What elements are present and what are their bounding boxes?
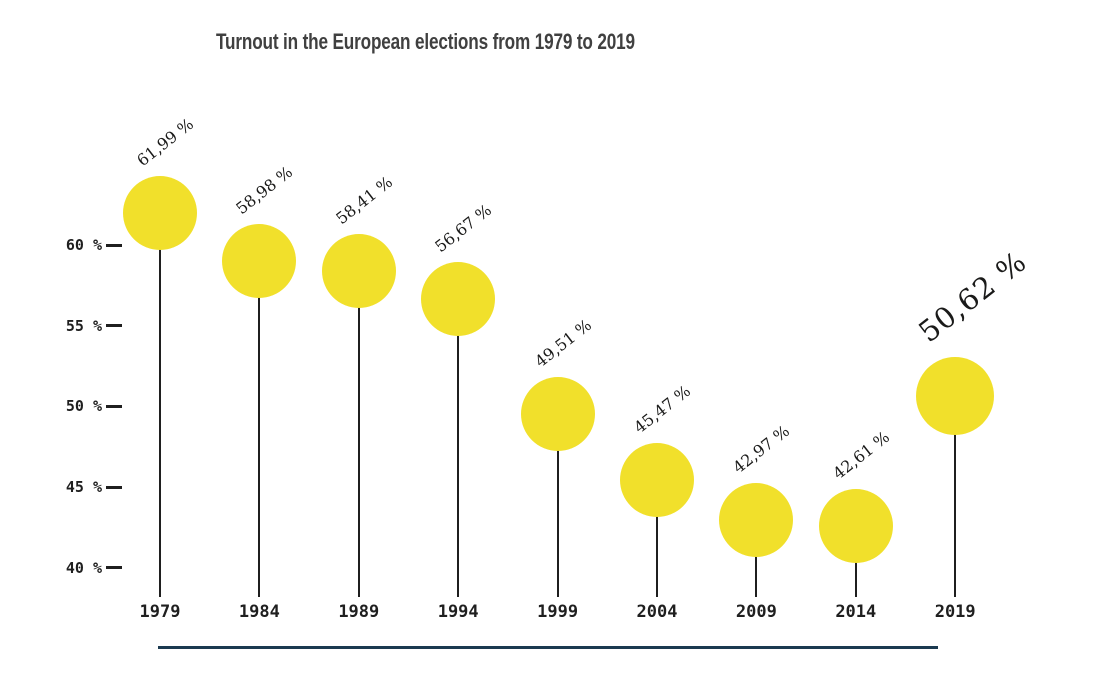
lollipop-dot (620, 442, 694, 517)
value-label: 50,62 % (912, 244, 1034, 350)
lollipop-stem (656, 479, 658, 597)
x-axis-year-label: 1999 (537, 602, 579, 622)
lollipop-dot (520, 377, 595, 452)
y-tick-dash (106, 324, 122, 328)
y-tick-label: 50 % (65, 397, 102, 416)
lollipop-stem (457, 298, 460, 597)
lollipop-dot (916, 357, 995, 436)
x-axis-year-label: 1994 (437, 602, 479, 622)
lollipop-dot (421, 261, 496, 336)
y-tick-label: 45 % (65, 478, 102, 497)
x-axis-year-label: 1989 (338, 602, 380, 622)
y-tick-label: 55 % (65, 316, 102, 335)
lollipop-stem (954, 396, 957, 597)
x-axis-year-label: 2019 (934, 602, 976, 622)
value-label: 49,51 % (530, 315, 595, 372)
x-axis-year-label: 1984 (238, 602, 280, 622)
value-label: 58,41 % (332, 171, 396, 228)
lollipop-dot (123, 175, 197, 250)
lollipop-dot (222, 224, 297, 299)
value-label: 42,97 % (729, 421, 794, 477)
lollipop-dot (321, 233, 396, 308)
y-tick-dash (106, 485, 122, 489)
value-label: 58,98 % (232, 162, 297, 219)
value-label: 61,99 % (133, 114, 198, 170)
y-tick-dash (106, 566, 122, 570)
lollipop-dot (719, 482, 794, 557)
x-axis-baseline (158, 646, 938, 649)
lollipop-stem (556, 414, 559, 597)
y-tick-dash (106, 243, 122, 247)
lollipop-stem (755, 519, 758, 597)
chart-title: Turnout in the European elections from 1… (216, 29, 635, 54)
y-tick-dash (106, 404, 122, 408)
x-axis-year-label: 1979 (139, 602, 181, 622)
value-label: 56,67 % (431, 200, 496, 256)
y-tick-label: 40 % (65, 558, 102, 577)
value-label: 42,61 % (829, 427, 893, 483)
x-axis-year-label: 2004 (636, 602, 678, 622)
lollipop-stem (357, 270, 360, 597)
lollipop-stem (258, 261, 261, 597)
x-axis-year-label: 2014 (835, 602, 877, 622)
lollipop-stem (159, 212, 161, 597)
value-label: 45,47 % (630, 380, 695, 437)
y-tick-label: 60 % (65, 236, 102, 254)
lollipop-dot (818, 488, 893, 563)
x-axis-year-label: 2009 (735, 602, 777, 622)
